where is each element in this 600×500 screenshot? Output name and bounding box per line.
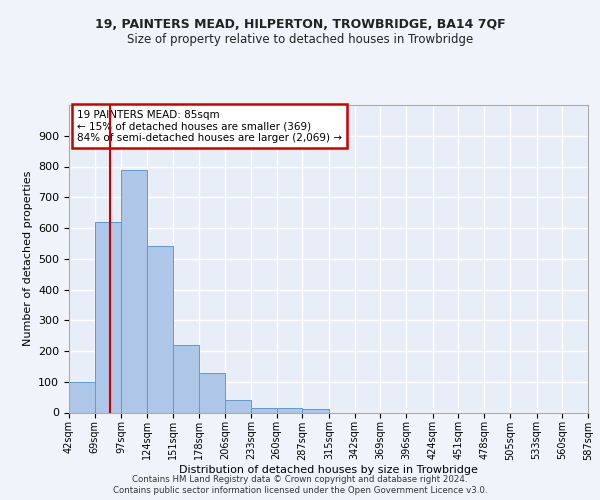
Y-axis label: Number of detached properties: Number of detached properties [23,171,32,346]
Text: 19 PAINTERS MEAD: 85sqm
← 15% of detached houses are smaller (369)
84% of semi-d: 19 PAINTERS MEAD: 85sqm ← 15% of detache… [77,110,342,143]
Bar [199,372,225,412]
Text: Contains public sector information licensed under the Open Government Licence v3: Contains public sector information licen… [113,486,487,495]
Bar [147,246,173,412]
Bar [173,345,199,412]
Text: Contains HM Land Registry data © Crown copyright and database right 2024.: Contains HM Land Registry data © Crown c… [132,475,468,484]
Bar [251,408,277,412]
Bar [69,382,95,412]
Bar [302,410,329,412]
Text: 19, PAINTERS MEAD, HILPERTON, TROWBRIDGE, BA14 7QF: 19, PAINTERS MEAD, HILPERTON, TROWBRIDGE… [95,18,505,30]
X-axis label: Distribution of detached houses by size in Trowbridge: Distribution of detached houses by size … [179,465,478,475]
Text: Size of property relative to detached houses in Trowbridge: Size of property relative to detached ho… [127,32,473,46]
Bar [95,222,121,412]
Bar [121,170,147,412]
Bar [277,408,302,412]
Bar [225,400,251,412]
